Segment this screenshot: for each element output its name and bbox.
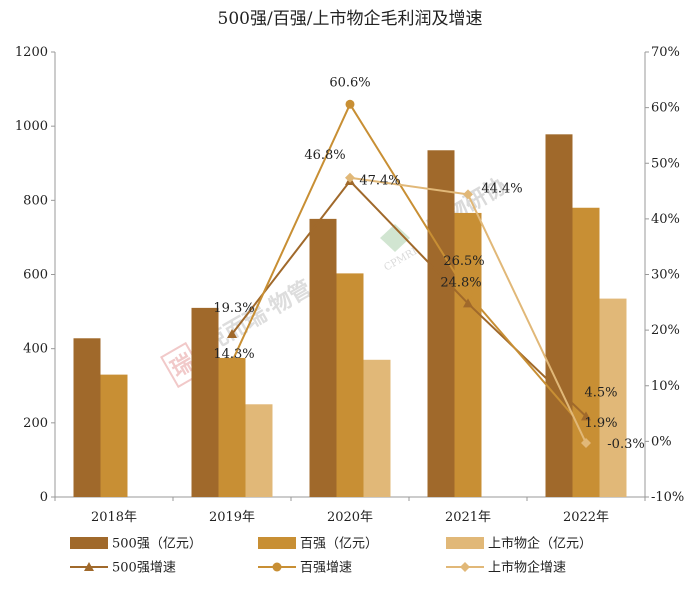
line-point	[463, 289, 473, 299]
x-tick-label: 2018年	[91, 510, 137, 525]
data-labels-layer: 19.3% 14.3% 60.6% 46.8% 47.4% 26.5% 24.8% 44.4%…	[213, 75, 644, 452]
line-series-1	[231, 179, 587, 418]
right-tick-label: 30%	[651, 268, 680, 283]
right-tick-label: 50%	[651, 156, 680, 171]
data-label: 1.9%	[584, 416, 617, 431]
line-point	[227, 329, 237, 339]
data-label: 60.6%	[329, 75, 370, 90]
line-point	[463, 189, 473, 200]
bar-1	[545, 134, 573, 497]
bar-3	[363, 359, 391, 497]
right-tick-label: 70%	[651, 45, 680, 60]
right-tick-label: -10%	[651, 490, 684, 505]
line-point	[581, 426, 591, 436]
left-tick-label: 800	[23, 193, 48, 208]
left-tick-label: 400	[23, 342, 48, 357]
data-label: 24.8%	[440, 275, 481, 290]
left-tick-label: 200	[23, 416, 48, 431]
left-tick-label: 1000	[15, 119, 48, 134]
legend-label: 500强（亿元）	[112, 537, 202, 552]
data-label: 14.3%	[213, 347, 254, 362]
data-label: 44.4%	[481, 181, 522, 196]
data-label: -0.3%	[607, 437, 644, 452]
line-series-2	[231, 102, 587, 432]
left-tick-label: 600	[23, 268, 48, 283]
right-tick-label: 0%	[651, 434, 672, 449]
data-label: 19.3%	[213, 301, 254, 316]
data-label: 46.8%	[304, 148, 345, 163]
legend-swatch	[70, 537, 108, 549]
line-point	[227, 357, 237, 367]
legend-label: 上市物企（亿元）	[488, 536, 592, 552]
bar-3	[245, 404, 273, 497]
line-point	[581, 438, 591, 449]
line-point	[84, 562, 94, 571]
x-tick-label: 2019年	[209, 510, 255, 525]
data-label: 4.5%	[584, 385, 617, 400]
bar-2	[100, 374, 128, 497]
bar-3	[599, 298, 627, 497]
data-label: 47.4%	[359, 174, 400, 189]
left-axis-ticks: 0 200 400 600 800 1000 1200	[15, 45, 55, 505]
legend-swatch	[446, 537, 484, 549]
line-point	[345, 172, 355, 183]
bar-1	[73, 338, 101, 497]
lines-layer	[227, 99, 591, 449]
line-point	[345, 99, 355, 109]
legend-label: 百强增速	[300, 561, 352, 576]
bars-layer	[73, 134, 627, 498]
legend: 500强（亿元） 百强（亿元） 上市物企（亿元） 500强增速 百强增速 上市物企增速	[70, 536, 592, 576]
legend-label: 百强（亿元）	[300, 537, 378, 552]
right-axis-ticks: -10% 0% 10% 20% 30% 40% 50% 60% 70%	[645, 45, 684, 505]
right-tick-label: 60%	[651, 101, 680, 116]
x-axis-ticks: 2018年 2019年 2020年 2021年 2022年	[54, 497, 646, 525]
chart-title: 500强/百强/上市物企毛利润及增速	[218, 9, 483, 29]
legend-swatch	[258, 537, 296, 549]
watermark-logo-icon	[380, 224, 410, 252]
line-point	[581, 411, 591, 421]
bar-1	[309, 218, 337, 497]
x-tick-label: 2020年	[327, 510, 373, 525]
left-tick-label: 1200	[15, 45, 48, 60]
line-point	[272, 562, 282, 572]
legend-label: 上市物企增速	[488, 560, 566, 576]
left-tick-label: 0	[40, 490, 48, 505]
line-point	[460, 562, 470, 572]
bar-2	[336, 273, 364, 497]
right-tick-label: 40%	[651, 212, 680, 227]
data-label: 26.5%	[443, 254, 484, 269]
right-tick-label: 10%	[651, 379, 680, 394]
line-point	[463, 298, 473, 308]
right-tick-label: 20%	[651, 323, 680, 338]
bar-2	[572, 207, 600, 497]
bar-2	[454, 212, 482, 498]
bar-2	[218, 357, 246, 497]
legend-label: 500强增速	[112, 561, 176, 576]
bar-1	[191, 307, 219, 497]
x-tick-label: 2022年	[563, 510, 609, 525]
bar-1	[427, 150, 455, 498]
x-tick-label: 2021年	[445, 510, 491, 525]
watermark-center-sub: CPMRI	[382, 246, 419, 274]
